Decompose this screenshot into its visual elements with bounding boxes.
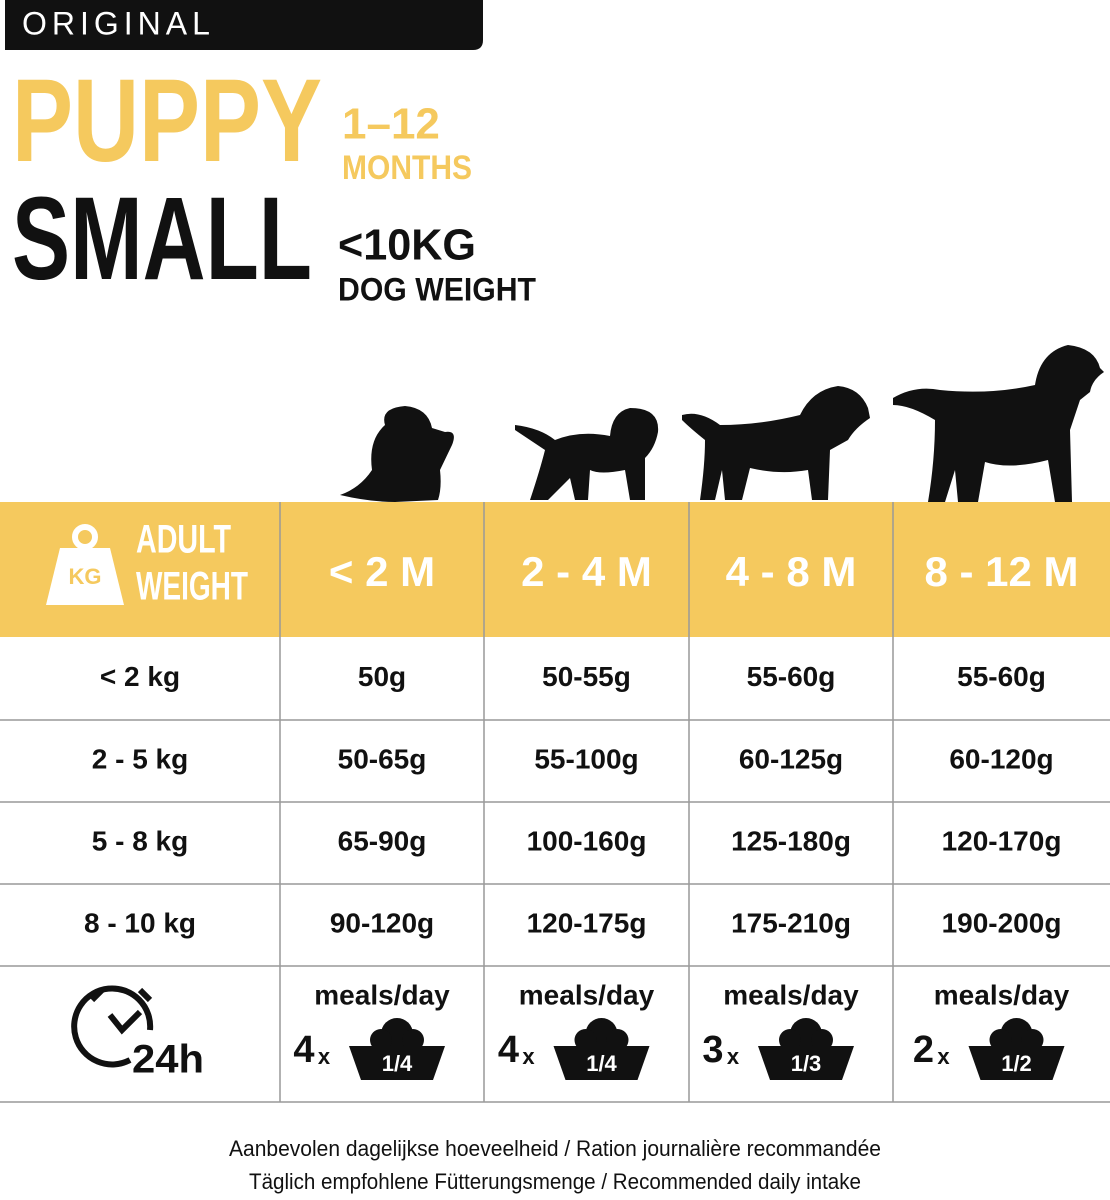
portion-cell: 190-200g xyxy=(942,907,1062,938)
meals-count: 4 xyxy=(498,1029,519,1071)
bowl xyxy=(758,1046,854,1080)
portion-cell: 50-65g xyxy=(338,743,427,774)
dog-silhouettes xyxy=(340,345,1104,502)
kg-icon xyxy=(46,524,124,605)
clock-icon xyxy=(71,985,154,1068)
portion-cell: 125-180g xyxy=(731,825,851,856)
bowl xyxy=(349,1046,445,1080)
bowl-food xyxy=(370,1029,392,1051)
meals-label: meals/day xyxy=(934,979,1070,1010)
column-header: < 2 M xyxy=(329,548,435,595)
weight-label: < 2 kg xyxy=(100,661,180,692)
bowl-portion: 1/4 xyxy=(382,1051,413,1076)
portion-cell: 55-100g xyxy=(534,743,638,774)
meals-times: x xyxy=(318,1044,331,1069)
footer-line: Aanbevolen dagelijkse hoeveelheid / Rati… xyxy=(229,1136,881,1161)
portion-cell: 55-60g xyxy=(747,661,836,692)
bowl-portion: 1/4 xyxy=(586,1051,617,1076)
bowl-portion: 1/2 xyxy=(1001,1051,1032,1076)
table-header-background xyxy=(0,502,1110,637)
corner-line: ADULT xyxy=(136,518,231,562)
meals-label: meals/day xyxy=(723,979,859,1010)
meals-count: 4 xyxy=(293,1029,314,1071)
column-header: 8 - 12 M xyxy=(924,548,1078,595)
meals-label: meals/day xyxy=(314,979,450,1010)
footer-line: Täglich empfohlene Fütterungsmenge / Rec… xyxy=(249,1169,861,1194)
badge-text: ORIGINAL xyxy=(22,5,215,41)
portion-cell: 60-125g xyxy=(739,743,843,774)
age-range: 1–12 xyxy=(342,100,440,149)
meals-times: x xyxy=(522,1044,535,1069)
bowl-food xyxy=(779,1029,801,1051)
weight-label: 5 - 8 kg xyxy=(92,825,188,856)
bowl xyxy=(553,1046,650,1080)
meals-times: x xyxy=(727,1044,740,1069)
portion-cell: 55-60g xyxy=(957,661,1046,692)
meals-count: 3 xyxy=(702,1029,723,1071)
dog-3 xyxy=(682,386,870,500)
clock-label: 24h xyxy=(132,1038,204,1082)
dog-1 xyxy=(340,406,454,502)
bowl-food xyxy=(1021,1029,1044,1051)
title-puppy: PUPPY xyxy=(12,55,322,187)
bowl xyxy=(968,1046,1065,1080)
bowl-food xyxy=(606,1029,629,1051)
meals-count: 2 xyxy=(913,1029,934,1071)
dog-4 xyxy=(893,345,1104,502)
bowl-food xyxy=(989,1029,1012,1051)
bowl-portion: 1/3 xyxy=(791,1051,822,1076)
meals-label: meals/day xyxy=(519,979,655,1010)
portion-cell: 90-120g xyxy=(330,907,434,938)
column-header: 4 - 8 M xyxy=(726,548,857,595)
portion-cell: 100-160g xyxy=(527,825,647,856)
weight-label: DOG WEIGHT xyxy=(338,271,536,307)
bowl-food xyxy=(811,1029,833,1051)
portion-cell: 60-120g xyxy=(949,743,1053,774)
weight-label: 8 - 10 kg xyxy=(84,907,196,938)
meals-times: x xyxy=(937,1044,950,1069)
portion-cell: 120-170g xyxy=(942,825,1062,856)
portion-cell: 50-55g xyxy=(542,661,631,692)
dog-2 xyxy=(515,408,659,500)
kg-icon-label: KG xyxy=(69,564,102,589)
portion-cell: 175-210g xyxy=(731,907,851,938)
badge-background xyxy=(5,0,483,50)
column-header: 2 - 4 M xyxy=(521,548,652,595)
weight-range: <10KG xyxy=(338,221,476,270)
corner-line: WEIGHT xyxy=(136,565,248,609)
bowl-food xyxy=(574,1029,597,1051)
portion-cell: 50g xyxy=(358,661,406,692)
weight-label: 2 - 5 kg xyxy=(92,743,188,774)
age-unit: MONTHS xyxy=(342,149,472,187)
bowl-food xyxy=(402,1029,424,1051)
table-cells: < 2 M 2 - 4 M 4 - 8 M 8 - 12 M < 2 kg 50g 50-5… xyxy=(0,502,1110,1103)
portion-cell: 120-175g xyxy=(527,907,647,938)
portion-cell: 65-90g xyxy=(338,825,427,856)
title-small: SMALL xyxy=(12,173,312,305)
